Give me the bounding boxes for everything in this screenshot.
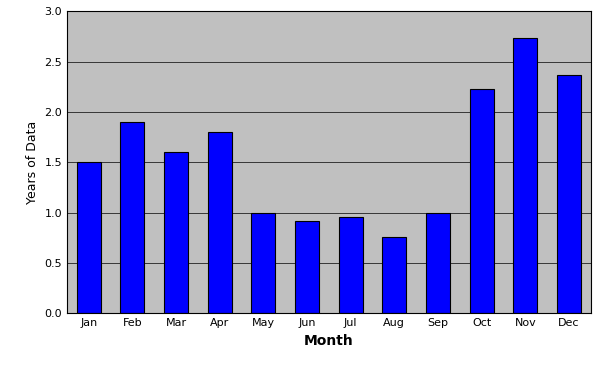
Bar [382, 237, 406, 313]
Bar [339, 217, 363, 313]
Bar [164, 152, 188, 313]
Bar [208, 132, 232, 313]
Bar [121, 122, 144, 313]
X-axis label: Month: Month [304, 334, 354, 348]
Bar [77, 162, 101, 313]
Y-axis label: Years of Data: Years of Data [26, 120, 39, 204]
Bar [426, 213, 450, 313]
Bar [252, 213, 275, 313]
Bar [295, 221, 319, 313]
Bar [470, 89, 494, 313]
Bar [557, 75, 581, 313]
Bar [513, 38, 537, 313]
